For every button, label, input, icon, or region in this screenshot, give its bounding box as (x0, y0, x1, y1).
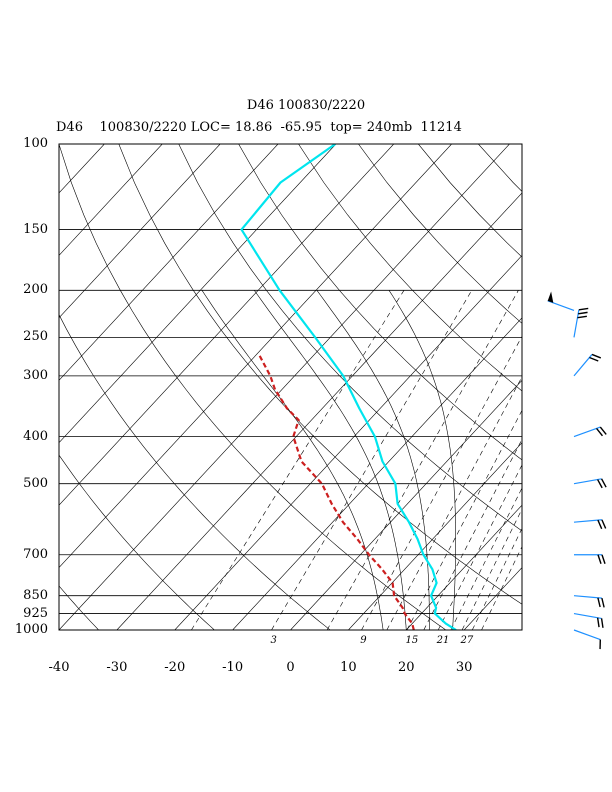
pressure-tick-label: 200 (23, 282, 48, 298)
plot-frame (58, 143, 523, 631)
wind-feather (596, 617, 600, 628)
isotherm-line (59, 144, 452, 569)
mixing-ratio-line (361, 335, 522, 630)
isotherm-line (59, 144, 163, 256)
wind-feather (578, 311, 588, 315)
mixing-ratio-line (406, 409, 522, 630)
mixing-ratio-label: 27 (460, 635, 474, 646)
isotherm-line (232, 317, 522, 630)
isotherm-line (59, 144, 337, 444)
wind-feather (600, 478, 607, 488)
mixing-ratio-line (386, 376, 522, 630)
dry-adiabat (538, 144, 612, 630)
isotherm-line (348, 442, 522, 630)
isotherm-line (290, 379, 522, 630)
wind-feather (597, 597, 601, 608)
pressure-tick-label: 500 (23, 475, 48, 491)
temperature-tick-label: 10 (340, 660, 357, 675)
mixing-ratio-label: 9 (360, 635, 367, 646)
temperature-trace (240, 144, 457, 630)
isotherm-line (116, 192, 522, 630)
isotherm-line (59, 144, 510, 630)
temperature-tick-label: -20 (164, 660, 186, 675)
isotherm-line (406, 504, 522, 630)
mixing-ratio-line (437, 464, 522, 630)
dry-adiabat (418, 144, 522, 258)
wind-feather (578, 307, 589, 311)
pressure-tick-label: 850 (23, 587, 48, 603)
wind-feather (597, 554, 602, 564)
datetime: 100830/2220 (99, 120, 187, 135)
wind-barb (573, 612, 602, 619)
isotherm-line (59, 144, 221, 319)
mixing-ratio-label: 3 (270, 635, 277, 646)
wind-feather (591, 353, 602, 359)
moist-adiabat (201, 290, 384, 630)
pressure-tick-label: 925 (23, 605, 48, 621)
temperature-tick-label: -10 (222, 660, 244, 675)
wind-feather (600, 618, 604, 628)
dry-adiabat (178, 144, 522, 532)
wind-feather (577, 315, 587, 319)
mixing-ratio-line (471, 527, 522, 630)
isotherm-line (174, 254, 522, 630)
temperature-tick-label: 0 (286, 660, 295, 675)
wind-barb (573, 478, 602, 485)
wind-feather (599, 426, 607, 435)
wind-barb (573, 519, 602, 523)
mixing-ratio-line (461, 508, 522, 630)
pressure-tick-label: 250 (23, 329, 48, 345)
chart-title: D46 100830/2220 (246, 98, 366, 113)
mixing-ratio-line (423, 438, 522, 630)
moist-adiabat (254, 290, 407, 630)
dry-adiabat (118, 144, 522, 605)
dry-adiabat (598, 144, 612, 630)
temperature-tick-label: 20 (397, 660, 415, 675)
wind-feather (601, 519, 607, 529)
dry-adiabat (59, 314, 331, 630)
temperature-tick-label: -40 (48, 660, 70, 675)
pressure-tick-label: 700 (23, 546, 48, 562)
chart-subtitle: D46 100830/2220 LOC= 18.86 -65.95 top= 2… (56, 120, 462, 135)
wind-feather (601, 554, 606, 564)
mixing-ratio-label: 15 (405, 635, 419, 646)
pressure-tick-label: 100 (23, 136, 48, 151)
top-pressure: top= 240mb (330, 120, 413, 135)
pressure-tick-label: 1000 (14, 622, 48, 637)
moist-adiabat (316, 290, 430, 630)
temperature-tick-label: 30 (455, 660, 473, 675)
wind-feather (596, 427, 603, 437)
wind-pennant (547, 291, 554, 303)
pressure-tick-label: 300 (23, 367, 48, 383)
wind-barb (573, 426, 601, 438)
wind-barb (573, 309, 580, 338)
location: LOC= 18.86 -65.95 (190, 120, 323, 135)
mixing-ratio-line (481, 545, 522, 630)
dry-adiabat (358, 144, 522, 324)
mixing-ratio-line (191, 290, 405, 630)
mixing-ratio-line (271, 290, 473, 630)
wind-feather (597, 519, 603, 530)
pressure-tick-label: 400 (23, 428, 48, 444)
isotherm-line (59, 144, 394, 506)
pressure-tick-label: 150 (23, 221, 48, 237)
isotherm-line (463, 567, 522, 630)
wind-feather (601, 597, 605, 608)
dewpoint-trace (257, 353, 415, 630)
wind-feather (597, 479, 603, 489)
mixing-ratio-line (326, 290, 519, 630)
wind-feather (589, 356, 599, 362)
moist-adiabat (388, 290, 456, 630)
wind-barb (573, 354, 593, 377)
wind-barb (573, 595, 602, 599)
mixing-ratio-label: 21 (436, 635, 450, 646)
isotherm-line (59, 144, 279, 381)
sounding-code: 11214 (420, 120, 462, 135)
wind-barb (573, 629, 601, 641)
temperature-tick-label: -30 (106, 660, 128, 675)
station-id: D46 (56, 120, 83, 135)
wind-barb (547, 300, 575, 311)
mixing-ratio-line (450, 487, 522, 630)
